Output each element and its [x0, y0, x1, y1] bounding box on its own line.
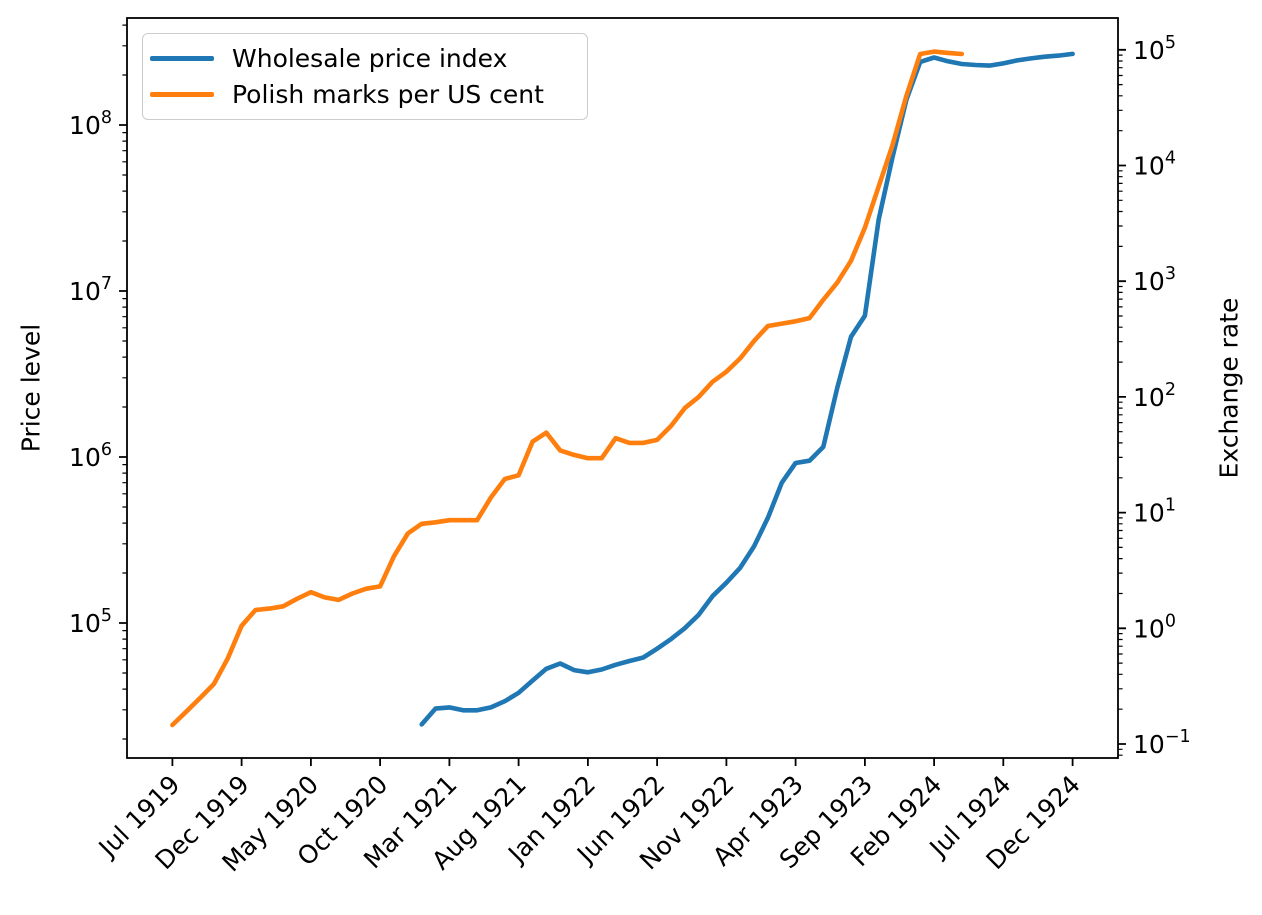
- right-axis-tick-label: 101: [1133, 496, 1176, 528]
- right-axis-minor-ticks: [1118, 54, 1123, 756]
- right-axis-tick-label: 100: [1133, 611, 1176, 643]
- wpi-line: [419, 51, 1075, 727]
- right-axis-tick-label: 10−1: [1133, 727, 1191, 759]
- right-axis-major-ticks: [1118, 48, 1126, 745]
- left-axis-major-ticks: [119, 124, 127, 624]
- left-axis-tick-label: 107: [69, 274, 112, 306]
- left-axis-tick-label: 106: [69, 440, 112, 472]
- legend-label-exchange-rate: Polish marks per US cent: [232, 80, 544, 110]
- legend-label-wpi: Wholesale price index: [232, 43, 508, 73]
- wpi-line-sample: [150, 55, 214, 61]
- legend-item-wpi: Wholesale price index: [150, 46, 587, 71]
- left-axis-title: Price level: [16, 323, 46, 453]
- x-axis-major-ticks: [171, 758, 1074, 766]
- right-axis-tick-label: 102: [1133, 380, 1176, 412]
- right-axis-title: Exchange rate: [1214, 297, 1244, 479]
- left-axis-tick-label: 108: [69, 108, 112, 140]
- legend-item-exchange-rate: Polish marks per US cent: [150, 82, 587, 107]
- left-axis-tick-label: 105: [69, 606, 112, 638]
- right-axis-tick-label: 105: [1133, 33, 1176, 65]
- right-axis-tick-label: 104: [1133, 149, 1176, 181]
- exchange-rate-line: [170, 49, 965, 728]
- exchange-rate-line-sample: [150, 92, 214, 98]
- left-axis-minor-ticks: [122, 24, 127, 740]
- right-axis-tick-label: 103: [1133, 264, 1176, 296]
- plot-border: [126, 17, 1119, 759]
- legend: Wholesale price index Polish marks per U…: [142, 33, 588, 120]
